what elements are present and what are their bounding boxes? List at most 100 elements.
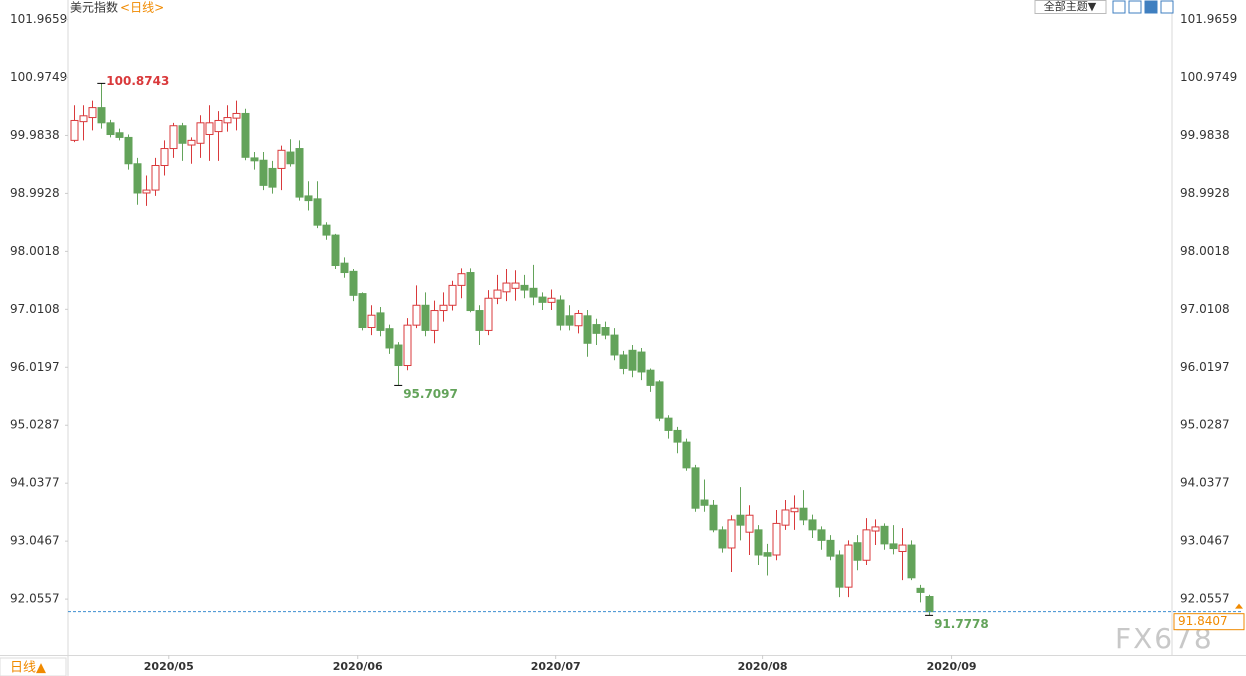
candle-body [97, 107, 106, 124]
y-tick-label-right: 98.9928 [1180, 186, 1230, 200]
candle-body [349, 270, 358, 296]
x-tick-label: 2020/08 [738, 660, 788, 673]
period-button-frame[interactable] [0, 657, 67, 676]
candle-body [565, 315, 574, 326]
candle-body [511, 282, 520, 289]
candle-body [448, 284, 457, 306]
y-tick-label-right: 98.0018 [1180, 244, 1230, 258]
candle-body [268, 167, 277, 188]
candle-body [232, 112, 241, 119]
x-tick-label: 2020/09 [927, 660, 977, 673]
candle-body [709, 504, 718, 531]
y-tick-label: 94.0377 [10, 476, 60, 490]
candle-body [178, 125, 187, 144]
y-tick-label: 97.0108 [10, 302, 60, 316]
extreme-label: 100.8743 [106, 74, 169, 88]
chart-subtitle[interactable]: <日线> [120, 1, 164, 15]
candle-body [322, 224, 331, 236]
candle-body [799, 507, 808, 521]
candle-body [475, 310, 484, 331]
candle-body [763, 552, 772, 557]
candle-body [331, 234, 340, 267]
candle-body [646, 369, 655, 386]
y-tick-label: 101.9659 [10, 12, 67, 26]
candle-body [547, 297, 556, 303]
extreme-label: 95.7097 [403, 387, 458, 401]
candle-body [628, 349, 637, 371]
candle-body [826, 539, 835, 557]
x-tick-label: 2020/05 [144, 660, 194, 673]
y-tick-label-right: 94.0377 [1180, 476, 1230, 490]
y-tick-label-right: 95.0287 [1180, 418, 1230, 432]
candle-body [835, 554, 844, 588]
tool-icon[interactable] [1112, 0, 1126, 14]
price-tag: 91.8407 [1178, 614, 1228, 628]
tool-icon[interactable] [1128, 0, 1142, 14]
candle-body [592, 324, 601, 334]
candle-body [664, 417, 673, 431]
candle-body [916, 587, 925, 593]
y-tick-label-right: 96.0197 [1180, 360, 1230, 374]
candle-body [619, 354, 628, 369]
candle-body [817, 529, 826, 541]
candle-body [907, 544, 916, 579]
candle-body [610, 334, 619, 356]
period-button[interactable]: 日线▲ [10, 661, 46, 676]
extreme-label: 91.7778 [934, 617, 989, 631]
candle-body [682, 441, 691, 469]
candle-body [439, 304, 448, 312]
candle-body [403, 324, 412, 367]
candle-body [421, 304, 430, 331]
candle-body [151, 165, 160, 191]
y-tick-label: 100.9749 [10, 70, 67, 84]
y-tick-label: 99.9838 [10, 128, 60, 142]
candle-body [772, 522, 781, 556]
candle-body [484, 297, 493, 331]
candle-body [160, 148, 169, 167]
candle-body [790, 507, 799, 513]
candle-body [520, 284, 529, 291]
candle-body [754, 529, 763, 556]
candle-body [367, 314, 376, 328]
candle-body [313, 198, 322, 226]
candle-body [655, 381, 664, 419]
candle-body [466, 272, 475, 312]
candle-body [862, 529, 871, 561]
candle-body [430, 310, 439, 331]
candle-body [412, 304, 421, 326]
candle-body [169, 125, 178, 150]
y-tick-label-right: 99.9838 [1180, 128, 1230, 142]
y-tick-label: 98.0018 [10, 244, 60, 258]
candle-body [637, 351, 646, 373]
y-tick-label-right: 101.9659 [1180, 12, 1237, 26]
candle-body [781, 509, 790, 526]
candle-body [88, 107, 97, 119]
theme-button[interactable]: 全部主题▼ [1044, 0, 1097, 13]
y-tick-label-right: 100.9749 [1180, 70, 1237, 84]
y-tick-label-right: 93.0467 [1180, 534, 1230, 548]
candle-body [277, 149, 286, 169]
candle-body [673, 429, 682, 443]
y-tick-label: 96.0197 [10, 360, 60, 374]
tool-icon[interactable] [1144, 0, 1158, 14]
price-tag-frame [1173, 613, 1245, 631]
candle-body [853, 542, 862, 561]
tool-icon[interactable] [1160, 0, 1174, 14]
candle-body [214, 119, 223, 133]
candle-body [574, 312, 583, 327]
candle-body [79, 115, 88, 123]
candle-body [493, 289, 502, 299]
theme-button-frame[interactable] [1034, 0, 1107, 14]
candle-body [871, 526, 880, 532]
candle-body [124, 136, 133, 165]
x-tick-label: 2020/06 [333, 660, 383, 673]
candle-body [241, 112, 250, 158]
chart-title: 美元指数 [70, 0, 118, 15]
candle-body [583, 315, 592, 344]
candle-body [223, 117, 232, 124]
candle-body [115, 132, 124, 138]
candle-body [529, 287, 538, 298]
candle-body [385, 328, 394, 349]
